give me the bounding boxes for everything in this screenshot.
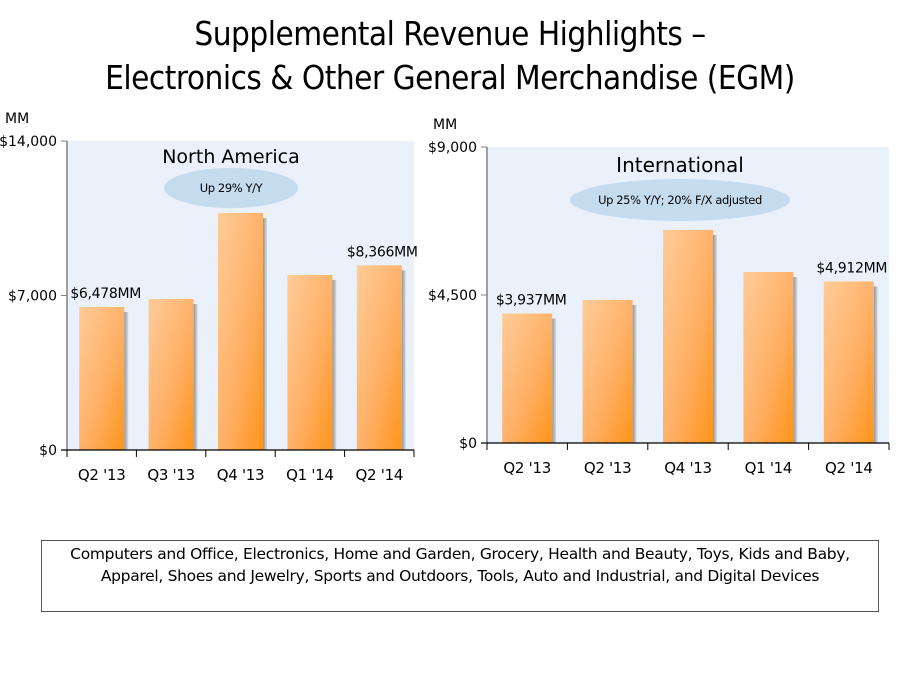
slide-title-line-1: Supplemental Revenue Highlights – (194, 14, 706, 53)
north-america-bar-shadow (263, 217, 267, 450)
north-america-y-tick-label: $14,000 (0, 134, 57, 150)
international-x-tick-label: Q1 '14 (745, 459, 793, 477)
north-america-x-tick-label: Q4 '13 (217, 466, 265, 484)
north-america-bar (356, 265, 402, 450)
north-america-x-tick-label: Q3 '13 (147, 466, 195, 484)
north-america-x-tick-label: Q2 '14 (356, 466, 404, 484)
north-america-callout-text: Up 29% Y/Y (200, 181, 264, 195)
north-america-unit-label: MM (5, 111, 29, 127)
north-america-data-label: $8,366MM (347, 244, 418, 260)
international-y-tick-label: $9,000 (428, 140, 477, 156)
north-america-bar (148, 299, 194, 450)
international-x-tick-label: Q4 '13 (664, 459, 712, 477)
category-note-box: Computers and Office, Electronics, Home … (41, 540, 879, 612)
international-bar (663, 229, 713, 443)
international-data-label: $4,912MM (816, 260, 887, 276)
north-america-y-tick-label: $7,000 (8, 289, 57, 305)
international-bar-shadow (552, 318, 557, 443)
international-data-label: $3,937MM (496, 293, 567, 309)
north-america-bar-shadow (124, 312, 129, 450)
international-y-tick-label: $0 (459, 436, 477, 452)
international-bar-shadow (793, 276, 798, 443)
international-bar-shadow (713, 234, 717, 443)
north-america-bar (79, 307, 125, 450)
north-america-chart-title: North America (162, 146, 300, 168)
international-x-tick-label: Q2 '13 (584, 459, 632, 477)
international-unit-label: MM (433, 117, 457, 133)
international-chart-title: International (616, 153, 744, 177)
north-america-y-tick-label: $0 (39, 443, 57, 459)
international-bar (502, 313, 553, 443)
international-bar-shadow (632, 304, 637, 443)
category-note-text: Computers and Office, Electronics, Home … (70, 545, 850, 585)
international-bar (823, 281, 874, 443)
international-x-tick-label: Q2 '13 (503, 459, 551, 477)
north-america-bar (218, 212, 263, 450)
north-america-data-label: $6,478MM (70, 286, 141, 302)
international-y-tick-label: $4,500 (428, 288, 477, 304)
north-america-callout-ellipse (164, 168, 298, 208)
north-america-bar-shadow (332, 279, 337, 450)
international-chart-group: MM $0 $4,500 $9,000 International Up 25% Y/Y;… (428, 117, 890, 477)
north-america-bar-shadow (401, 270, 406, 450)
north-america-chart-group: MM $0 $7,000 $14,000 North America Up 29% Y/Y… (0, 111, 418, 484)
international-callout-text: Up 25% Y/Y; 20% F/X adjusted (598, 193, 762, 207)
international-bar (582, 299, 633, 443)
international-bar (743, 271, 794, 443)
north-america-bar-shadow (193, 304, 198, 450)
north-america-bar (287, 274, 333, 450)
north-america-x-tick-label: Q2 '13 (78, 466, 126, 484)
international-bar-shadow (873, 286, 878, 443)
international-callout-ellipse (570, 179, 790, 221)
international-x-tick-label: Q2 '14 (825, 459, 873, 477)
north-america-x-tick-label: Q1 '14 (286, 466, 334, 484)
slide-title-line-2: Electronics & Other General Merchandise … (105, 58, 795, 97)
